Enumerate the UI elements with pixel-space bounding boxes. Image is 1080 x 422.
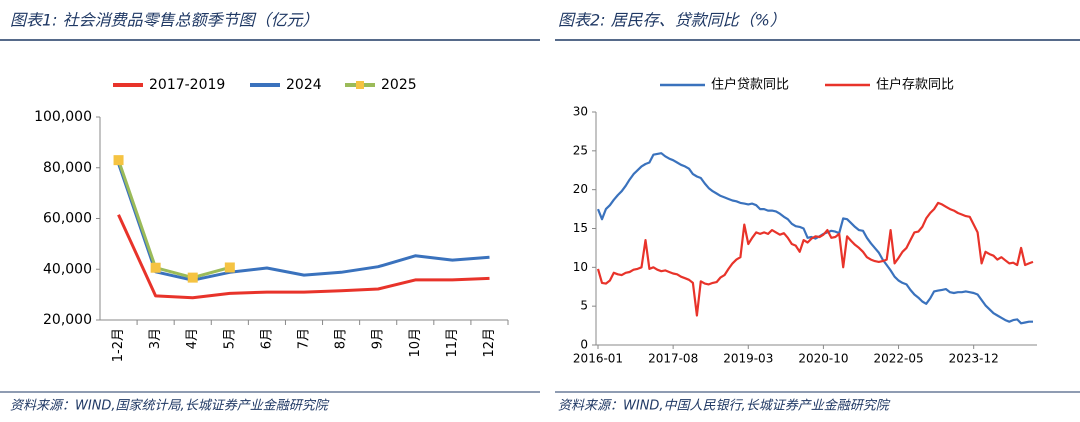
point-marker [113,155,124,166]
x-tick-label: 7月 [297,328,312,349]
legend-label: 2025 [381,77,417,93]
point-marker [150,262,161,273]
line-series [117,214,490,300]
y-tick-label: 40,000 [43,261,92,277]
x-tick-label: 2016-01 [573,352,623,366]
x-tick-label: 12月 [482,328,497,358]
y-tick-label: 20 [573,182,588,196]
legend-label: 住户存款同比 [876,77,954,93]
source-note: 资料来源：WIND,中国人民银行,长城证券产业金融研究院 [558,398,891,414]
y-tick-label: 100,000 [34,109,92,125]
point-marker [224,262,235,273]
x-tick-label: 3月 [148,328,163,349]
line-series [117,162,490,282]
y-tick-label: 80,000 [43,160,92,176]
x-tick-label: 9月 [371,328,386,349]
x-tick-label: 1-2月 [111,328,126,362]
line-series [117,159,231,280]
y-tick-label: 30 [573,105,588,119]
y-tick-label: 10 [573,260,588,274]
x-tick-label: 2022-05 [873,352,923,366]
y-tick-label: 25 [573,143,588,157]
legend-label: 2017-2019 [149,77,225,93]
x-tick-label: 8月 [334,328,349,349]
point-marker [187,272,198,283]
chart-title: 图表2: 居民存、贷款同比（%） [558,11,786,30]
line-series [596,152,1033,325]
chart-title: 图表1: 社会消费品零售总额季节图（亿元） [10,11,319,30]
y-tick-label: 5 [580,299,588,313]
x-tick-label: 4月 [185,328,200,349]
x-tick-label: 2017-08 [648,352,698,366]
x-tick-label: 10月 [408,328,423,358]
x-tick-label: 11月 [445,328,460,358]
y-tick-label: 20,000 [43,312,92,328]
y-tick-label: 15 [573,221,588,235]
y-tick-label: 60,000 [43,211,92,227]
legend-marker [356,81,364,89]
y-tick-label: 0 [580,338,588,352]
x-tick-label: 2020-10 [798,352,848,366]
x-tick-label: 5月 [222,328,237,349]
legend-label: 2024 [286,77,322,93]
x-tick-label: 2023-12 [949,352,999,366]
legend-label: 住户贷款同比 [711,77,789,93]
x-tick-label: 6月 [259,328,274,349]
line-series [596,201,1034,317]
source-note: 资料来源：WIND,国家统计局,长城证券产业金融研究院 [10,398,330,414]
x-tick-label: 2019-03 [723,352,773,366]
